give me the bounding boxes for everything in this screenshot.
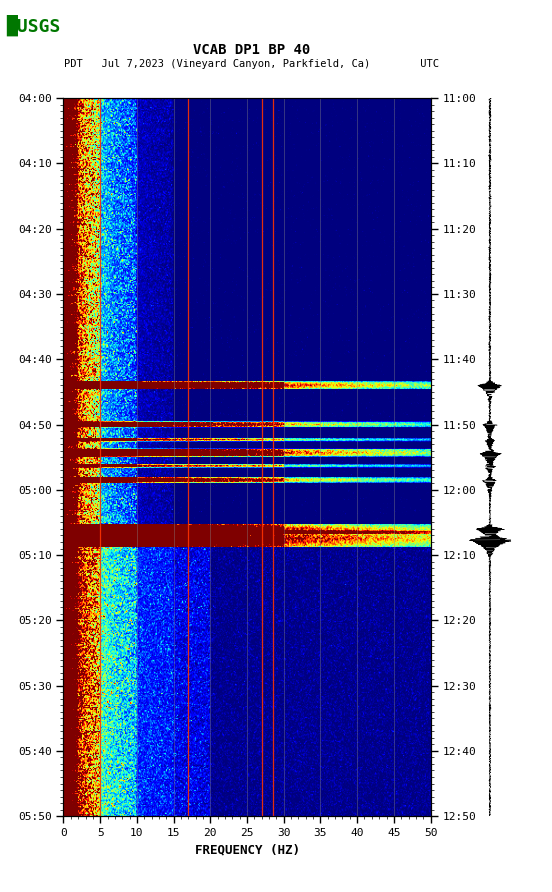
Text: VCAB DP1 BP 40: VCAB DP1 BP 40: [193, 43, 310, 57]
Text: █USGS: █USGS: [7, 14, 61, 36]
X-axis label: FREQUENCY (HZ): FREQUENCY (HZ): [194, 844, 300, 856]
Text: PDT   Jul 7,2023 (Vineyard Canyon, Parkfield, Ca)        UTC: PDT Jul 7,2023 (Vineyard Canyon, Parkfie…: [63, 59, 439, 70]
